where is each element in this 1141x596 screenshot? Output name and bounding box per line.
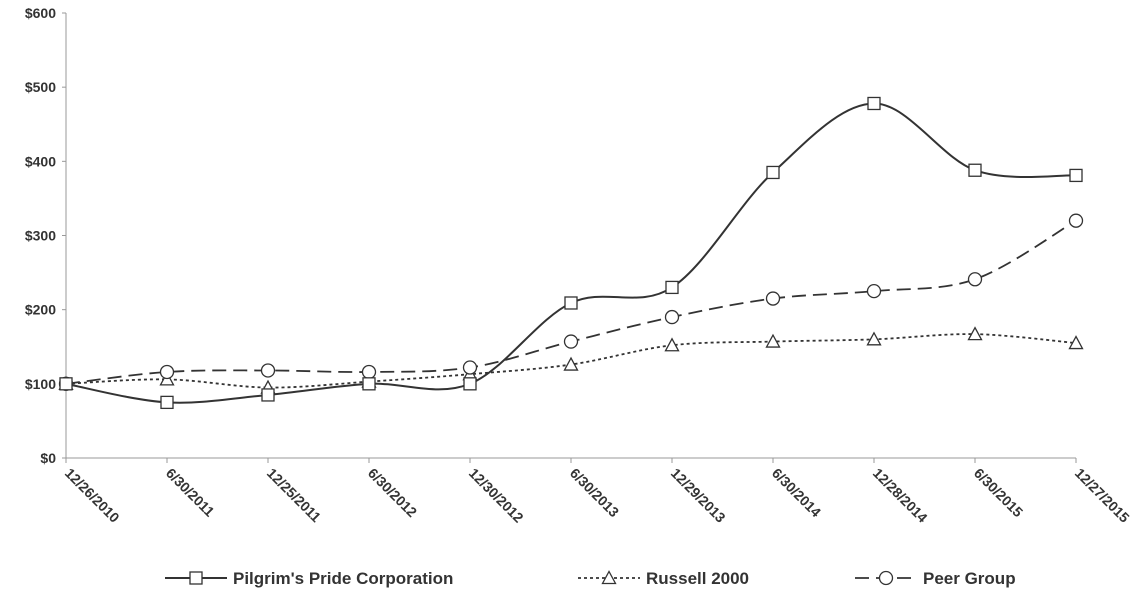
data-point-square: [362, 377, 376, 391]
y-tick-label: $100: [25, 376, 56, 392]
legend-marker-square: [189, 571, 203, 585]
data-point-square: [261, 388, 275, 402]
legend-item: Russell 2000: [578, 569, 749, 588]
data-point-circle: [260, 363, 276, 378]
x-tick-label: 6/30/2011: [163, 465, 218, 520]
legend-item: Peer Group: [855, 569, 1016, 588]
x-tick-label: 6/30/2014: [769, 465, 825, 521]
legend-marker-circle: [878, 570, 894, 586]
data-point-square: [564, 296, 578, 310]
y-tick-label: $500: [25, 79, 56, 95]
x-tick-label: 12/27/2015: [1072, 465, 1133, 526]
legend-item: Pilgrim's Pride Corporation: [165, 569, 453, 588]
data-point-circle: [866, 283, 882, 299]
y-tick-label: $600: [25, 5, 56, 21]
legend-label: Peer Group: [923, 569, 1016, 588]
y-tick-label: $0: [40, 450, 56, 466]
axes: [65, 13, 1076, 459]
data-point-square: [867, 96, 881, 111]
x-tick-label: 6/30/2013: [567, 465, 623, 521]
y-tick-label: $200: [25, 302, 56, 318]
legend-label: Pilgrim's Pride Corporation: [233, 569, 453, 588]
data-point-square: [1069, 168, 1083, 183]
data-point-circle: [462, 360, 478, 375]
data-point-triangle: [1068, 335, 1084, 350]
data-point-circle: [159, 364, 175, 380]
data-point-triangle: [664, 337, 680, 352]
data-point-circle: [361, 364, 377, 380]
data-point-triangle: [866, 331, 882, 346]
x-axis-ticks: 12/26/2010 6/30/2011 12/25/2011 6/30/2012 12…: [62, 458, 1133, 526]
x-tick-label: 6/30/2012: [365, 465, 421, 521]
x-tick-label: 12/28/2014: [870, 465, 931, 526]
data-point-triangle: [765, 333, 781, 348]
data-point-square: [59, 377, 73, 391]
x-tick-label: 12/30/2012: [466, 465, 527, 526]
legend-marker-triangle: [601, 570, 617, 585]
data-point-square: [463, 377, 477, 391]
data-point-square: [160, 395, 174, 410]
series-lines: [58, 96, 1084, 410]
data-point-circle: [664, 309, 680, 325]
data-point-circle: [967, 272, 983, 287]
x-tick-label: 6/30/2015: [971, 465, 1027, 521]
data-point-circle: [563, 334, 579, 349]
y-axis-ticks: $0 $100 $200 $300 $400 $500 $600: [25, 5, 66, 466]
data-point-circle: [765, 291, 781, 306]
legend-label: Russell 2000: [646, 569, 749, 588]
legend: Pilgrim's Pride Corporation Russell 2000 P…: [165, 569, 1016, 588]
data-point-circle: [1068, 213, 1084, 228]
data-point-square: [665, 280, 679, 295]
series-square-group: [59, 96, 1083, 410]
data-point-square: [766, 165, 780, 180]
y-tick-label: $300: [25, 228, 56, 244]
x-tick-label: 12/29/2013: [668, 465, 729, 526]
x-tick-label: 12/26/2010: [62, 465, 123, 526]
y-tick-label: $400: [25, 153, 56, 169]
x-tick-label: 12/25/2011: [264, 465, 324, 525]
data-point-square: [968, 163, 982, 177]
data-point-triangle: [967, 326, 983, 341]
data-point-triangle: [563, 356, 579, 371]
